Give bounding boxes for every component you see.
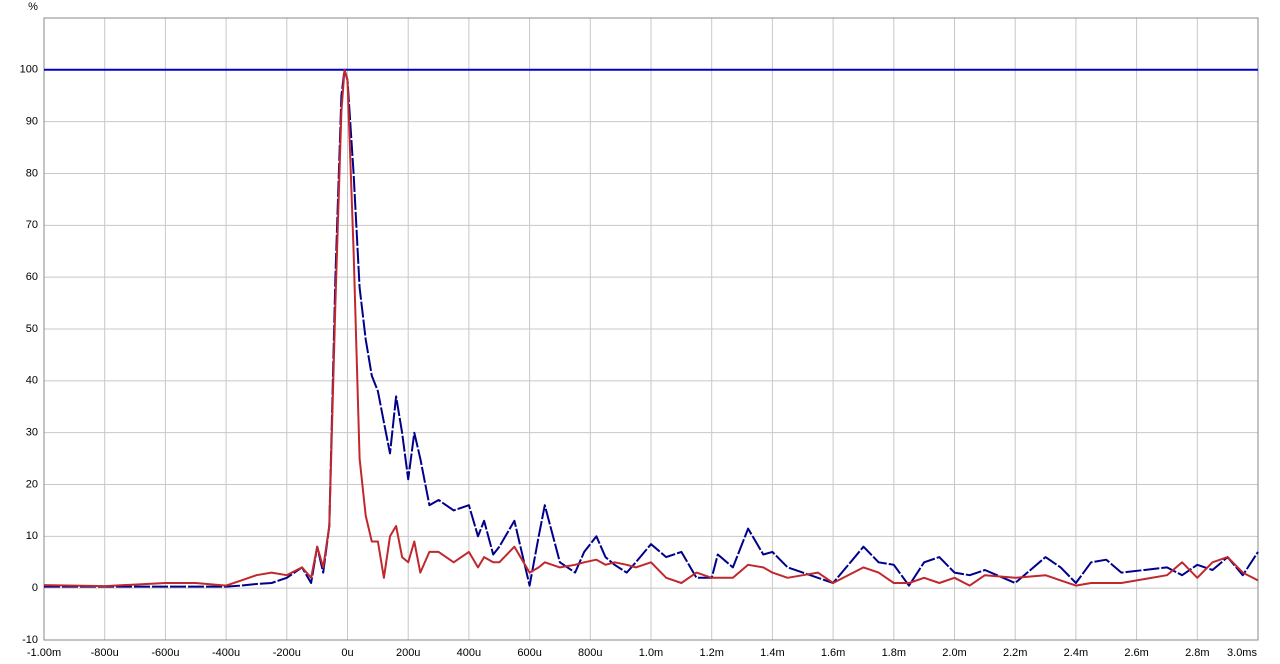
y-tick-label: 20 bbox=[26, 478, 38, 490]
x-tick-label: 2.6m bbox=[1124, 647, 1148, 659]
x-tick-label: 0u bbox=[341, 647, 353, 659]
y-tick-label: 90 bbox=[26, 116, 38, 128]
x-tick-label: 400u bbox=[457, 647, 481, 659]
y-tick-label: 30 bbox=[26, 427, 38, 439]
x-tick-label: -400u bbox=[212, 647, 240, 659]
y-tick-label: 60 bbox=[26, 271, 38, 283]
x-tick-label: 200u bbox=[396, 647, 420, 659]
x-tick-label: 1.2m bbox=[699, 647, 723, 659]
x-tick-label: 1.4m bbox=[760, 647, 784, 659]
x-tick-label: -800u bbox=[91, 647, 119, 659]
y-tick-label: 40 bbox=[26, 375, 38, 387]
x-tick-label: -600u bbox=[151, 647, 179, 659]
y-tick-label: 100 bbox=[20, 64, 38, 76]
x-tick-label: 2.8m bbox=[1185, 647, 1209, 659]
x-tick-label: 1.0m bbox=[639, 647, 663, 659]
y-tick-label: 70 bbox=[26, 219, 38, 231]
x-tick-label: -200u bbox=[273, 647, 301, 659]
series-line bbox=[44, 68, 1259, 588]
x-tick-label: 1.8m bbox=[882, 647, 906, 659]
x-tick-label: 600u bbox=[517, 647, 541, 659]
x-tick-label: -1.00m bbox=[27, 647, 61, 659]
x-tick-label: 2.2m bbox=[1003, 647, 1027, 659]
x-tick-label: 800u bbox=[578, 647, 602, 659]
y-tick-label: 0 bbox=[32, 582, 38, 594]
x-tick-label: 1.6m bbox=[821, 647, 845, 659]
y-tick-label: -10 bbox=[22, 634, 38, 646]
plot-frame bbox=[43, 17, 1259, 641]
series-line bbox=[43, 68, 1259, 588]
x-tick-label: 2.0m bbox=[942, 647, 966, 659]
y-tick-label: 10 bbox=[26, 530, 38, 542]
y-tick-label: 80 bbox=[26, 167, 38, 179]
x-tick-label: 3.0ms bbox=[1227, 647, 1257, 659]
x-tick-label: 2.4m bbox=[1064, 647, 1088, 659]
y-tick-label: 50 bbox=[26, 323, 38, 335]
y-axis-label: % bbox=[28, 1, 38, 13]
